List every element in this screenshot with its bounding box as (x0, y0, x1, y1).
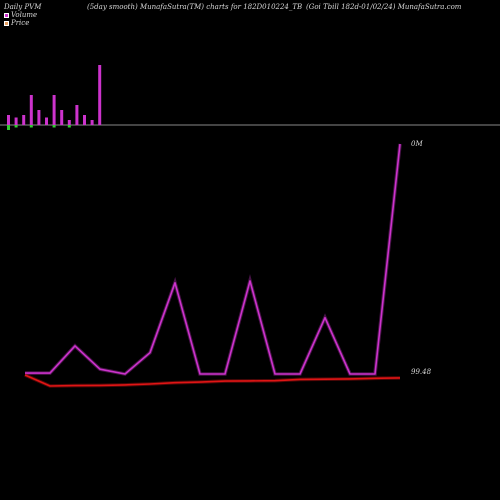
legend-volume-label: Volume (11, 11, 38, 19)
volume-bar (22, 115, 26, 125)
volume-bar-down (7, 125, 10, 130)
price-last-label: 99.48 (411, 368, 432, 376)
series-lines (24, 143, 402, 388)
volume-line-glow (25, 143, 402, 376)
legend-price: Price (4, 19, 29, 27)
volume-bar (67, 120, 71, 125)
volume-line (25, 143, 401, 375)
volume-bar-down (67, 125, 71, 128)
legend-price-swatch (4, 20, 9, 26)
chart-source: (Goi Tbill 182d-01/02/24) MunafaSutra.co… (306, 3, 462, 11)
volume-bar (14, 117, 18, 125)
volume-bars (7, 65, 102, 130)
volume-bar (7, 115, 10, 125)
volume-bar (83, 115, 86, 125)
chart-title: Daily PVM (4, 3, 42, 11)
volume-bar-down (52, 125, 56, 128)
volume-bar (90, 120, 94, 125)
price-line (24, 374, 401, 387)
volume-bar-down (14, 125, 18, 128)
chart-subtitle: (5day smooth) MunafaSutra(TM) charts for… (87, 3, 303, 11)
volume-bar (29, 95, 33, 125)
price-line-glow (24, 373, 401, 388)
legend-price-label: Price (11, 19, 30, 27)
volume-bar (52, 95, 56, 125)
volume-last-label: 0M (411, 140, 423, 148)
volume-bar (75, 105, 79, 125)
legend-volume: Volume (4, 11, 37, 19)
volume-bar (37, 110, 41, 125)
volume-bar (45, 117, 48, 125)
legend-volume-swatch (4, 12, 9, 18)
volume-bar (60, 110, 64, 125)
volume-bar (98, 65, 102, 125)
volume-bar-down (29, 125, 33, 128)
